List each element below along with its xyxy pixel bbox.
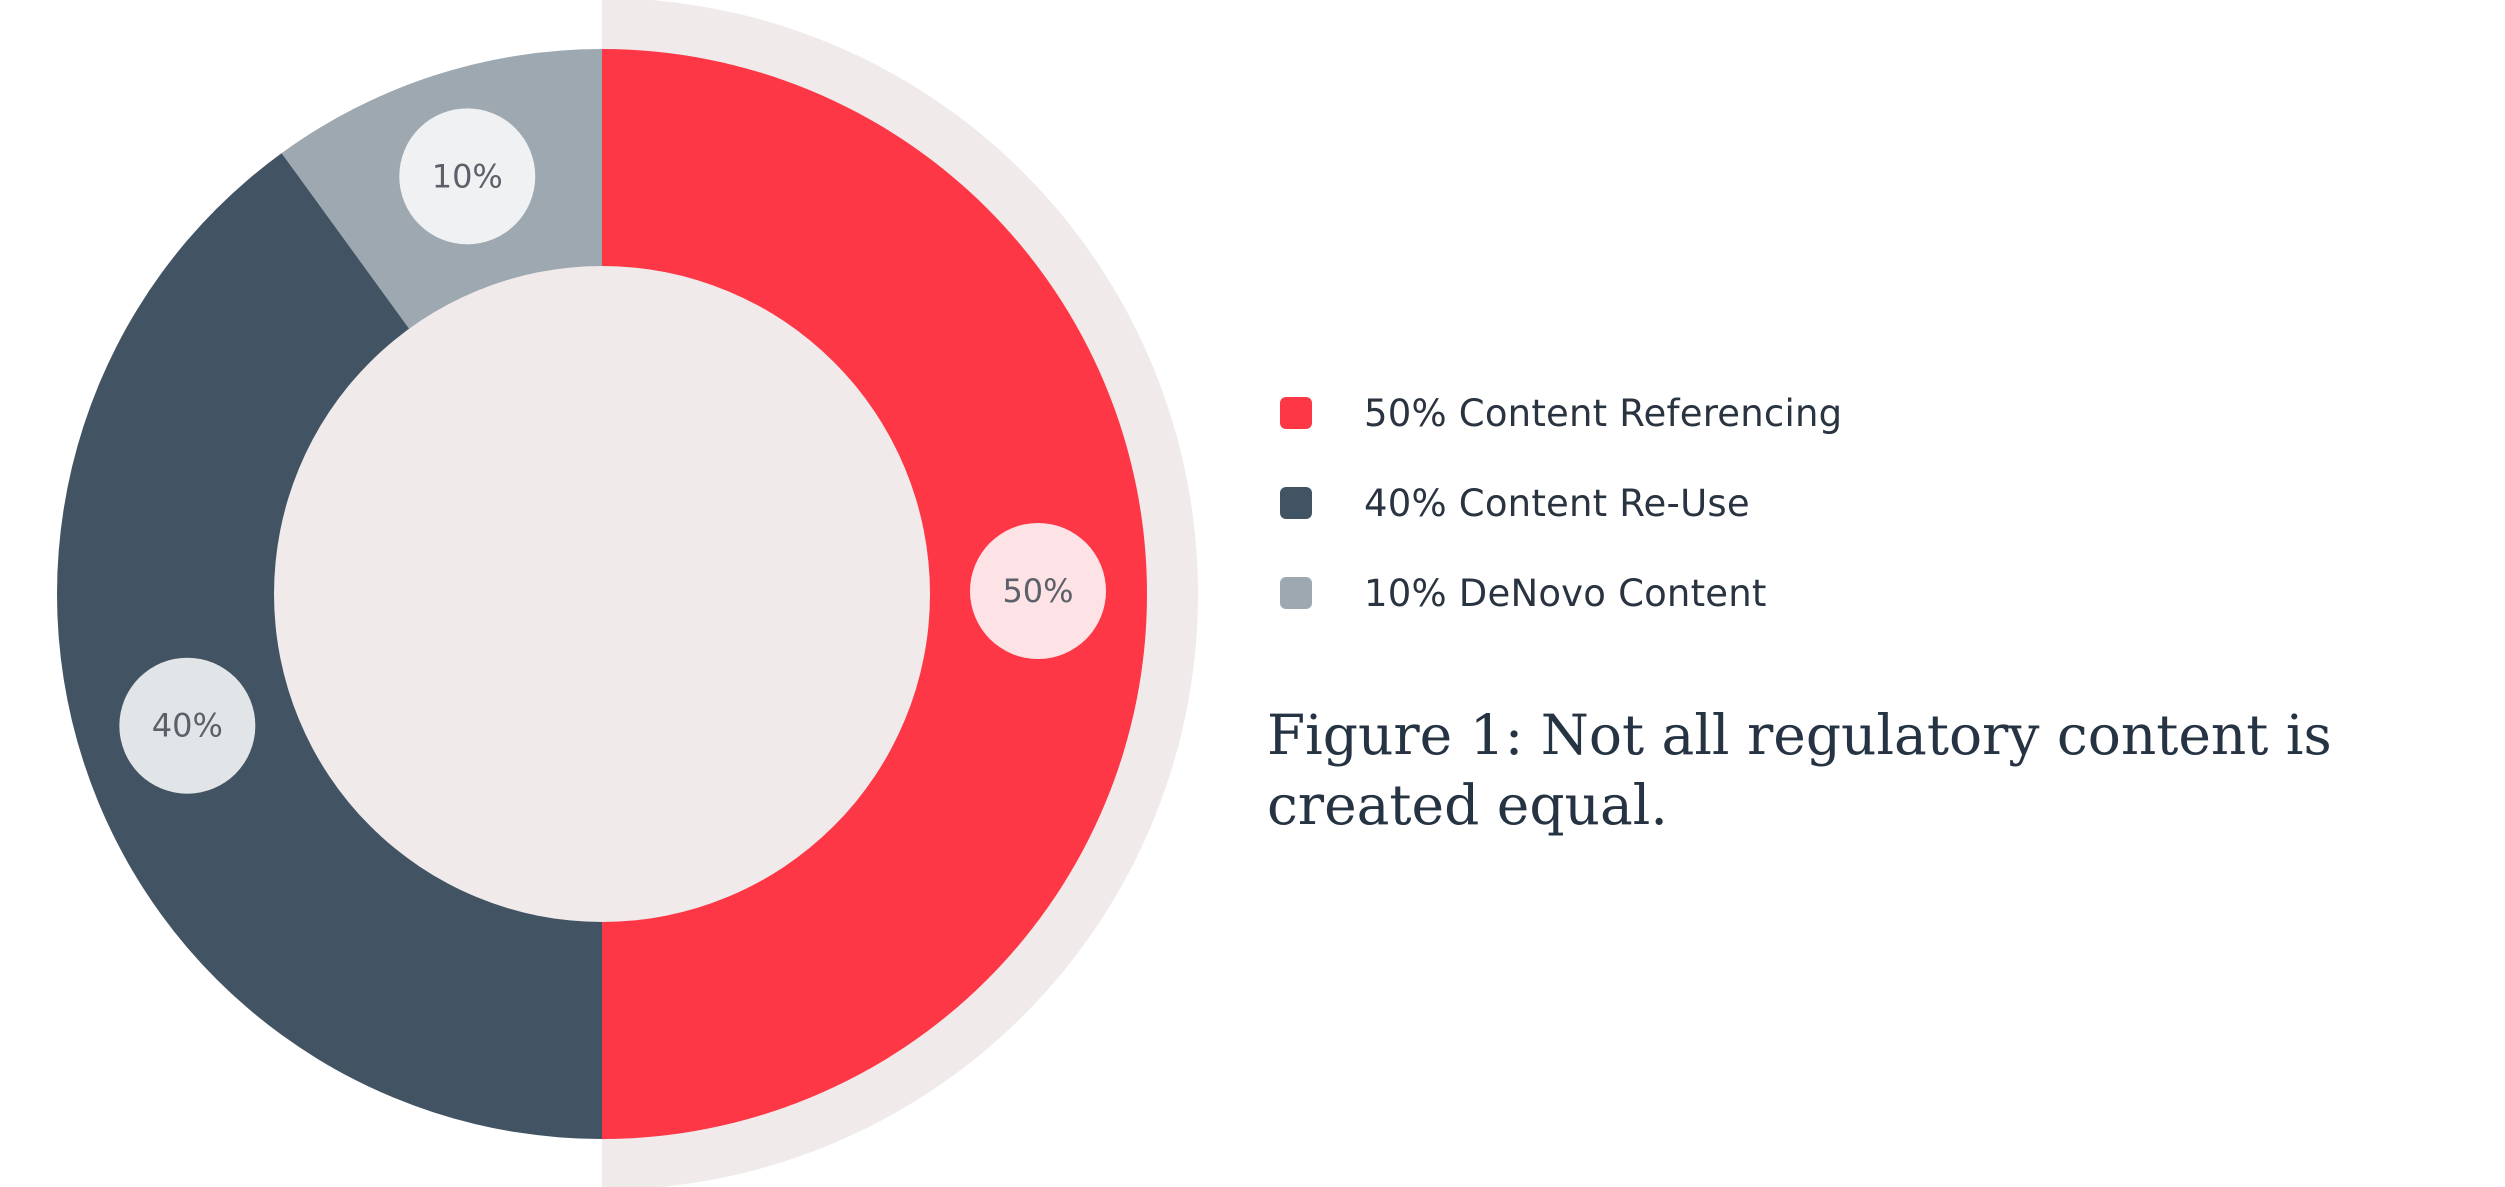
legend-swatch-content-referencing xyxy=(1280,397,1312,429)
legend-swatch-denovo-content xyxy=(1280,577,1312,609)
legend-swatch-content-reuse xyxy=(1280,487,1312,519)
legend: 50% Content Referencing 40% Content Re-U… xyxy=(1280,368,2180,638)
slice-value-label: 40% xyxy=(152,707,223,745)
slice-label-bubble xyxy=(119,657,256,794)
legend-item-content-reuse: 40% Content Re-Use xyxy=(1280,458,2180,548)
figure-caption: Figure 1: Not all regulatory content is … xyxy=(1267,703,2332,837)
slice-labels: 50% 40% 10% xyxy=(119,108,1106,794)
donut-hole xyxy=(274,266,930,922)
legend-label-content-referencing: 50% Content Referencing xyxy=(1364,391,1843,435)
legend-item-content-referencing: 50% Content Referencing xyxy=(1280,368,2180,458)
slice-value-label: 10% xyxy=(432,157,503,195)
donut-chart: 50% 40% 10% xyxy=(0,0,1240,1187)
slice-label-bubble xyxy=(970,523,1106,659)
legend-label-content-reuse: 40% Content Re-Use xyxy=(1364,481,1750,525)
donut-chart-svg: 50% 40% 10% xyxy=(56,0,1198,1187)
legend-label-denovo-content: 10% DeNovo Content xyxy=(1364,571,1767,615)
slice-value-label: 50% xyxy=(1002,572,1073,610)
slice-label-bubble xyxy=(399,108,536,245)
legend-item-denovo-content: 10% DeNovo Content xyxy=(1280,548,2180,638)
